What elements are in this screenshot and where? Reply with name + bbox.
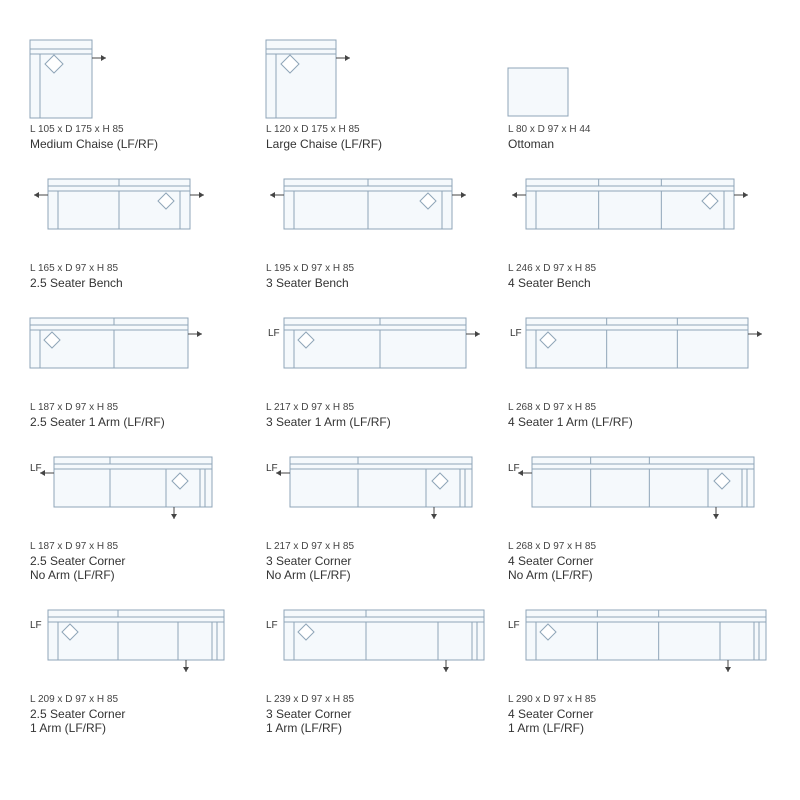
dimensions-label: L 239 x D 97 x H 85 bbox=[266, 694, 488, 705]
product-name: 3 Seater Corner No Arm (LF/RF) bbox=[266, 554, 488, 582]
product-name: 4 Seater Bench bbox=[508, 276, 770, 290]
furniture-corner-1arm-2-5: LF L 209 x D 97 x H 85 2.5 Seater Corner 1… bbox=[30, 610, 246, 735]
dimensions-label: L 246 x D 97 x H 85 bbox=[508, 263, 770, 274]
product-name: 2.5 Seater 1 Arm (LF/RF) bbox=[30, 415, 246, 429]
furniture-bench-2-5: L 165 x D 97 x H 85 2.5 Seater Bench bbox=[30, 179, 246, 290]
furniture-corner-1arm-3: LF L 239 x D 97 x H 85 3 Seater Corner 1 A… bbox=[266, 610, 488, 735]
product-name: 4 Seater Corner 1 Arm (LF/RF) bbox=[508, 707, 770, 735]
dimensions-label: L 268 x D 97 x H 85 bbox=[508, 541, 770, 552]
schematic-icon bbox=[30, 318, 206, 378]
product-name: Medium Chaise (LF/RF) bbox=[30, 137, 246, 151]
dimensions-label: L 165 x D 97 x H 85 bbox=[30, 263, 246, 274]
product-name: 2.5 Seater Corner No Arm (LF/RF) bbox=[30, 554, 246, 582]
furniture-bench-3: L 195 x D 97 x H 85 3 Seater Bench bbox=[266, 179, 488, 290]
drawing-ottoman bbox=[508, 40, 770, 118]
dimensions-label: L 187 x D 97 x H 85 bbox=[30, 402, 246, 413]
dimensions-label: L 80 x D 97 x H 44 bbox=[508, 124, 770, 135]
svg-text:LF: LF bbox=[508, 463, 520, 474]
drawing-arm1-3: LF bbox=[266, 318, 488, 396]
drawing-bench-2-5 bbox=[30, 179, 246, 257]
product-name: 3 Seater 1 Arm (LF/RF) bbox=[266, 415, 488, 429]
drawing-corner-noarm-3: LF bbox=[266, 457, 488, 535]
schematic-icon bbox=[266, 40, 356, 118]
schematic-icon bbox=[30, 179, 208, 239]
svg-text:LF: LF bbox=[266, 620, 278, 631]
product-name: 3 Seater Corner 1 Arm (LF/RF) bbox=[266, 707, 488, 735]
svg-text:LF: LF bbox=[268, 328, 280, 339]
furniture-corner-1arm-4: LF L 290 x D 97 x H 85 4 Seater Corner 1 A… bbox=[508, 610, 770, 735]
furniture-corner-noarm-3: LF L 217 x D 97 x H 85 3 Seater Corner No … bbox=[266, 457, 488, 582]
furniture-bench-4: L 246 x D 97 x H 85 4 Seater Bench bbox=[508, 179, 770, 290]
svg-text:LF: LF bbox=[508, 620, 520, 631]
drawing-arm1-2-5 bbox=[30, 318, 246, 396]
product-name: 4 Seater 1 Arm (LF/RF) bbox=[508, 415, 770, 429]
furniture-arm1-2-5: L 187 x D 97 x H 85 2.5 Seater 1 Arm (LF/… bbox=[30, 318, 246, 429]
dimensions-label: L 105 x D 175 x H 85 bbox=[30, 124, 246, 135]
svg-text:LF: LF bbox=[30, 620, 42, 631]
schematic-icon bbox=[508, 40, 568, 116]
dimensions-label: L 217 x D 97 x H 85 bbox=[266, 541, 488, 552]
drawing-arm1-4: LF bbox=[508, 318, 770, 396]
schematic-icon bbox=[266, 179, 470, 239]
furniture-medium-chaise: L 105 x D 175 x H 85 Medium Chaise (LF/RF… bbox=[30, 40, 246, 151]
product-name: 2.5 Seater Corner 1 Arm (LF/RF) bbox=[30, 707, 246, 735]
drawing-corner-noarm-4: LF bbox=[508, 457, 770, 535]
schematic-icon: LF bbox=[30, 457, 216, 521]
schematic-icon: LF bbox=[266, 610, 488, 674]
dimensions-label: L 268 x D 97 x H 85 bbox=[508, 402, 770, 413]
svg-text:LF: LF bbox=[266, 463, 278, 474]
dimensions-label: L 120 x D 175 x H 85 bbox=[266, 124, 488, 135]
dimensions-label: L 209 x D 97 x H 85 bbox=[30, 694, 246, 705]
furniture-corner-noarm-2-5: LF L 187 x D 97 x H 85 2.5 Seater Corner N… bbox=[30, 457, 246, 582]
schematic-icon bbox=[30, 40, 112, 118]
schematic-icon: LF bbox=[508, 610, 770, 674]
schematic-icon: LF bbox=[508, 457, 758, 521]
product-name: Ottoman bbox=[508, 137, 770, 151]
product-name: 4 Seater Corner No Arm (LF/RF) bbox=[508, 554, 770, 582]
product-name: 2.5 Seater Bench bbox=[30, 276, 246, 290]
svg-text:LF: LF bbox=[510, 328, 522, 339]
dimensions-label: L 290 x D 97 x H 85 bbox=[508, 694, 770, 705]
furniture-arm1-3: LF L 217 x D 97 x H 85 3 Seater 1 Arm (LF/… bbox=[266, 318, 488, 429]
furniture-grid: L 105 x D 175 x H 85 Medium Chaise (LF/RF… bbox=[30, 40, 770, 735]
drawing-medium-chaise bbox=[30, 40, 246, 118]
drawing-corner-1arm-2-5: LF bbox=[30, 610, 246, 688]
schematic-icon: LF bbox=[266, 457, 476, 521]
furniture-ottoman: L 80 x D 97 x H 44 Ottoman bbox=[508, 40, 770, 151]
drawing-large-chaise bbox=[266, 40, 488, 118]
schematic-icon: LF bbox=[266, 318, 484, 378]
drawing-bench-4 bbox=[508, 179, 770, 257]
drawing-bench-3 bbox=[266, 179, 488, 257]
furniture-large-chaise: L 120 x D 175 x H 85 Large Chaise (LF/RF) bbox=[266, 40, 488, 151]
product-name: 3 Seater Bench bbox=[266, 276, 488, 290]
schematic-icon: LF bbox=[508, 318, 766, 378]
dimensions-label: L 195 x D 97 x H 85 bbox=[266, 263, 488, 274]
schematic-icon bbox=[508, 179, 752, 239]
svg-text:LF: LF bbox=[30, 463, 42, 474]
drawing-corner-1arm-3: LF bbox=[266, 610, 488, 688]
drawing-corner-1arm-4: LF bbox=[508, 610, 770, 688]
product-name: Large Chaise (LF/RF) bbox=[266, 137, 488, 151]
furniture-corner-noarm-4: LF L 268 x D 97 x H 85 4 Seater Corner No … bbox=[508, 457, 770, 582]
schematic-icon: LF bbox=[30, 610, 228, 674]
furniture-arm1-4: LF L 268 x D 97 x H 85 4 Seater 1 Arm (LF/… bbox=[508, 318, 770, 429]
dimensions-label: L 187 x D 97 x H 85 bbox=[30, 541, 246, 552]
drawing-corner-noarm-2-5: LF bbox=[30, 457, 246, 535]
dimensions-label: L 217 x D 97 x H 85 bbox=[266, 402, 488, 413]
